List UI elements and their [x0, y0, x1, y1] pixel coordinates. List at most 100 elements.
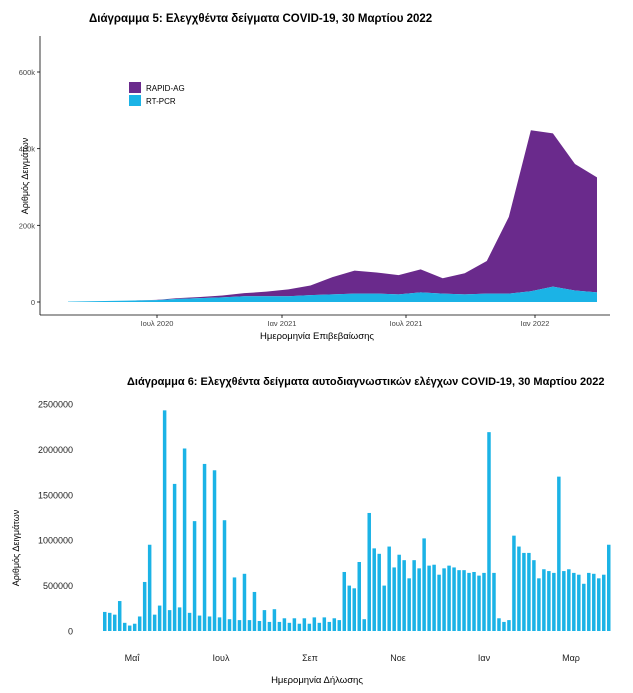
- bar: [332, 618, 337, 631]
- legend-swatch-rapid-ag: [129, 82, 141, 93]
- bar: [182, 448, 187, 631]
- bar: [442, 568, 446, 631]
- bar: [467, 572, 471, 631]
- chart1-x-tick-label: Ιαν 2022: [521, 319, 550, 328]
- bar: [107, 612, 112, 631]
- bar: [367, 512, 371, 631]
- bar: [262, 610, 267, 631]
- bar: [272, 609, 277, 631]
- bar: [217, 617, 222, 631]
- bar: [392, 567, 396, 631]
- chart-self-tests: Διάγραμμα 6: Ελεγχθέντα δείγματα αυτοδια…: [11, 376, 611, 686]
- bar: [132, 623, 137, 631]
- bar: [602, 574, 606, 631]
- chart2-x-ticks: Μαΐ Ιουλ Σεπ Νοε Ιαν Μαρ: [125, 653, 580, 663]
- bar: [477, 575, 481, 631]
- bar: [152, 614, 157, 631]
- bar: [237, 620, 242, 631]
- bar: [457, 570, 461, 631]
- bar: [557, 476, 561, 631]
- bar: [202, 463, 207, 631]
- chart1-x-tick-label: Ιαν 2021: [268, 319, 297, 328]
- bar: [177, 607, 182, 631]
- chart1-y-tick-label: 600k: [19, 68, 36, 77]
- chart1-x-ticks: Ιουλ 2020 Ιαν 2021 Ιουλ 2021 Ιαν 2022: [141, 315, 550, 328]
- bar: [527, 552, 531, 631]
- bar: [492, 572, 496, 631]
- bar: [287, 622, 292, 631]
- chart2-x-label: Ημερομηνία Δήλωσης: [271, 675, 363, 686]
- bar: [157, 605, 162, 631]
- chart1-x-tick-label: Ιουλ 2020: [141, 319, 174, 328]
- bar: [137, 616, 142, 631]
- bar: [507, 620, 511, 631]
- chart2-x-tick-label: Νοε: [390, 653, 406, 663]
- bar: [292, 618, 297, 631]
- bar: [352, 588, 357, 631]
- bar: [187, 612, 192, 631]
- chart2-y-ticks: 0 500000 1000000 1500000 2000000 2500000: [38, 400, 73, 637]
- bar: [312, 617, 317, 631]
- bar: [437, 574, 441, 631]
- legend-label-rt-pcr: RT-PCR: [146, 97, 176, 106]
- legend-swatch-rt-pcr: [129, 95, 141, 106]
- bar: [412, 560, 416, 631]
- chart2-y-tick-label: 1000000: [38, 536, 73, 546]
- bar: [297, 623, 302, 631]
- chart2-x-tick-label: Μαρ: [562, 653, 580, 663]
- bar: [532, 560, 536, 631]
- bar: [337, 620, 342, 631]
- bar: [607, 544, 611, 631]
- chart-confirmed-samples: Διάγραμμα 5: Ελεγχθέντα δείγματα COVID-1…: [19, 13, 610, 342]
- bar: [242, 573, 247, 631]
- bar: [452, 567, 456, 631]
- bar: [117, 601, 122, 631]
- bar: [307, 623, 312, 631]
- bar: [487, 432, 491, 631]
- bar: [197, 615, 202, 631]
- bar: [277, 621, 282, 631]
- bar: [103, 611, 107, 631]
- bar: [462, 570, 466, 631]
- bar: [222, 520, 227, 631]
- chart2-y-tick-label: 500000: [43, 581, 73, 591]
- bar: [537, 578, 541, 631]
- chart2-x-tick-label: Ιαν: [478, 653, 491, 663]
- chart1-y-ticks: 0 200k 400k 600k: [19, 68, 40, 307]
- bar: [572, 572, 576, 631]
- series-area-rt-pcr: [68, 286, 597, 302]
- bar: [522, 552, 526, 631]
- bar: [362, 619, 366, 631]
- bar: [162, 410, 167, 631]
- series-area-rapid-ag: [68, 130, 597, 302]
- bar: [172, 483, 177, 631]
- bar: [547, 571, 551, 631]
- bar: [342, 571, 347, 631]
- bar: [247, 620, 252, 631]
- bar: [267, 621, 272, 631]
- chart1-plot-area: [68, 130, 597, 302]
- bar: [567, 569, 571, 631]
- bar: [417, 568, 421, 631]
- bar: [147, 544, 152, 631]
- chart2-y-tick-label: 1500000: [38, 490, 73, 500]
- bar: [167, 610, 172, 631]
- bar: [377, 553, 381, 631]
- bar: [447, 565, 451, 631]
- bar: [482, 572, 486, 631]
- chart2-bars: [103, 410, 611, 631]
- bar: [257, 621, 262, 631]
- bar: [592, 573, 596, 631]
- chart2-y-label: Αριθμός Δειγμάτων: [11, 509, 21, 586]
- bar: [552, 572, 556, 631]
- bar: [142, 581, 147, 631]
- bar: [497, 618, 501, 631]
- chart2-y-tick-label: 0: [68, 627, 73, 637]
- bar: [302, 618, 307, 631]
- bar: [227, 619, 232, 631]
- chart1-y-label: Αριθμός Δειγμάτων: [20, 137, 30, 214]
- bar: [582, 583, 586, 631]
- bar: [327, 621, 332, 631]
- bar: [122, 622, 127, 631]
- bar: [192, 521, 197, 631]
